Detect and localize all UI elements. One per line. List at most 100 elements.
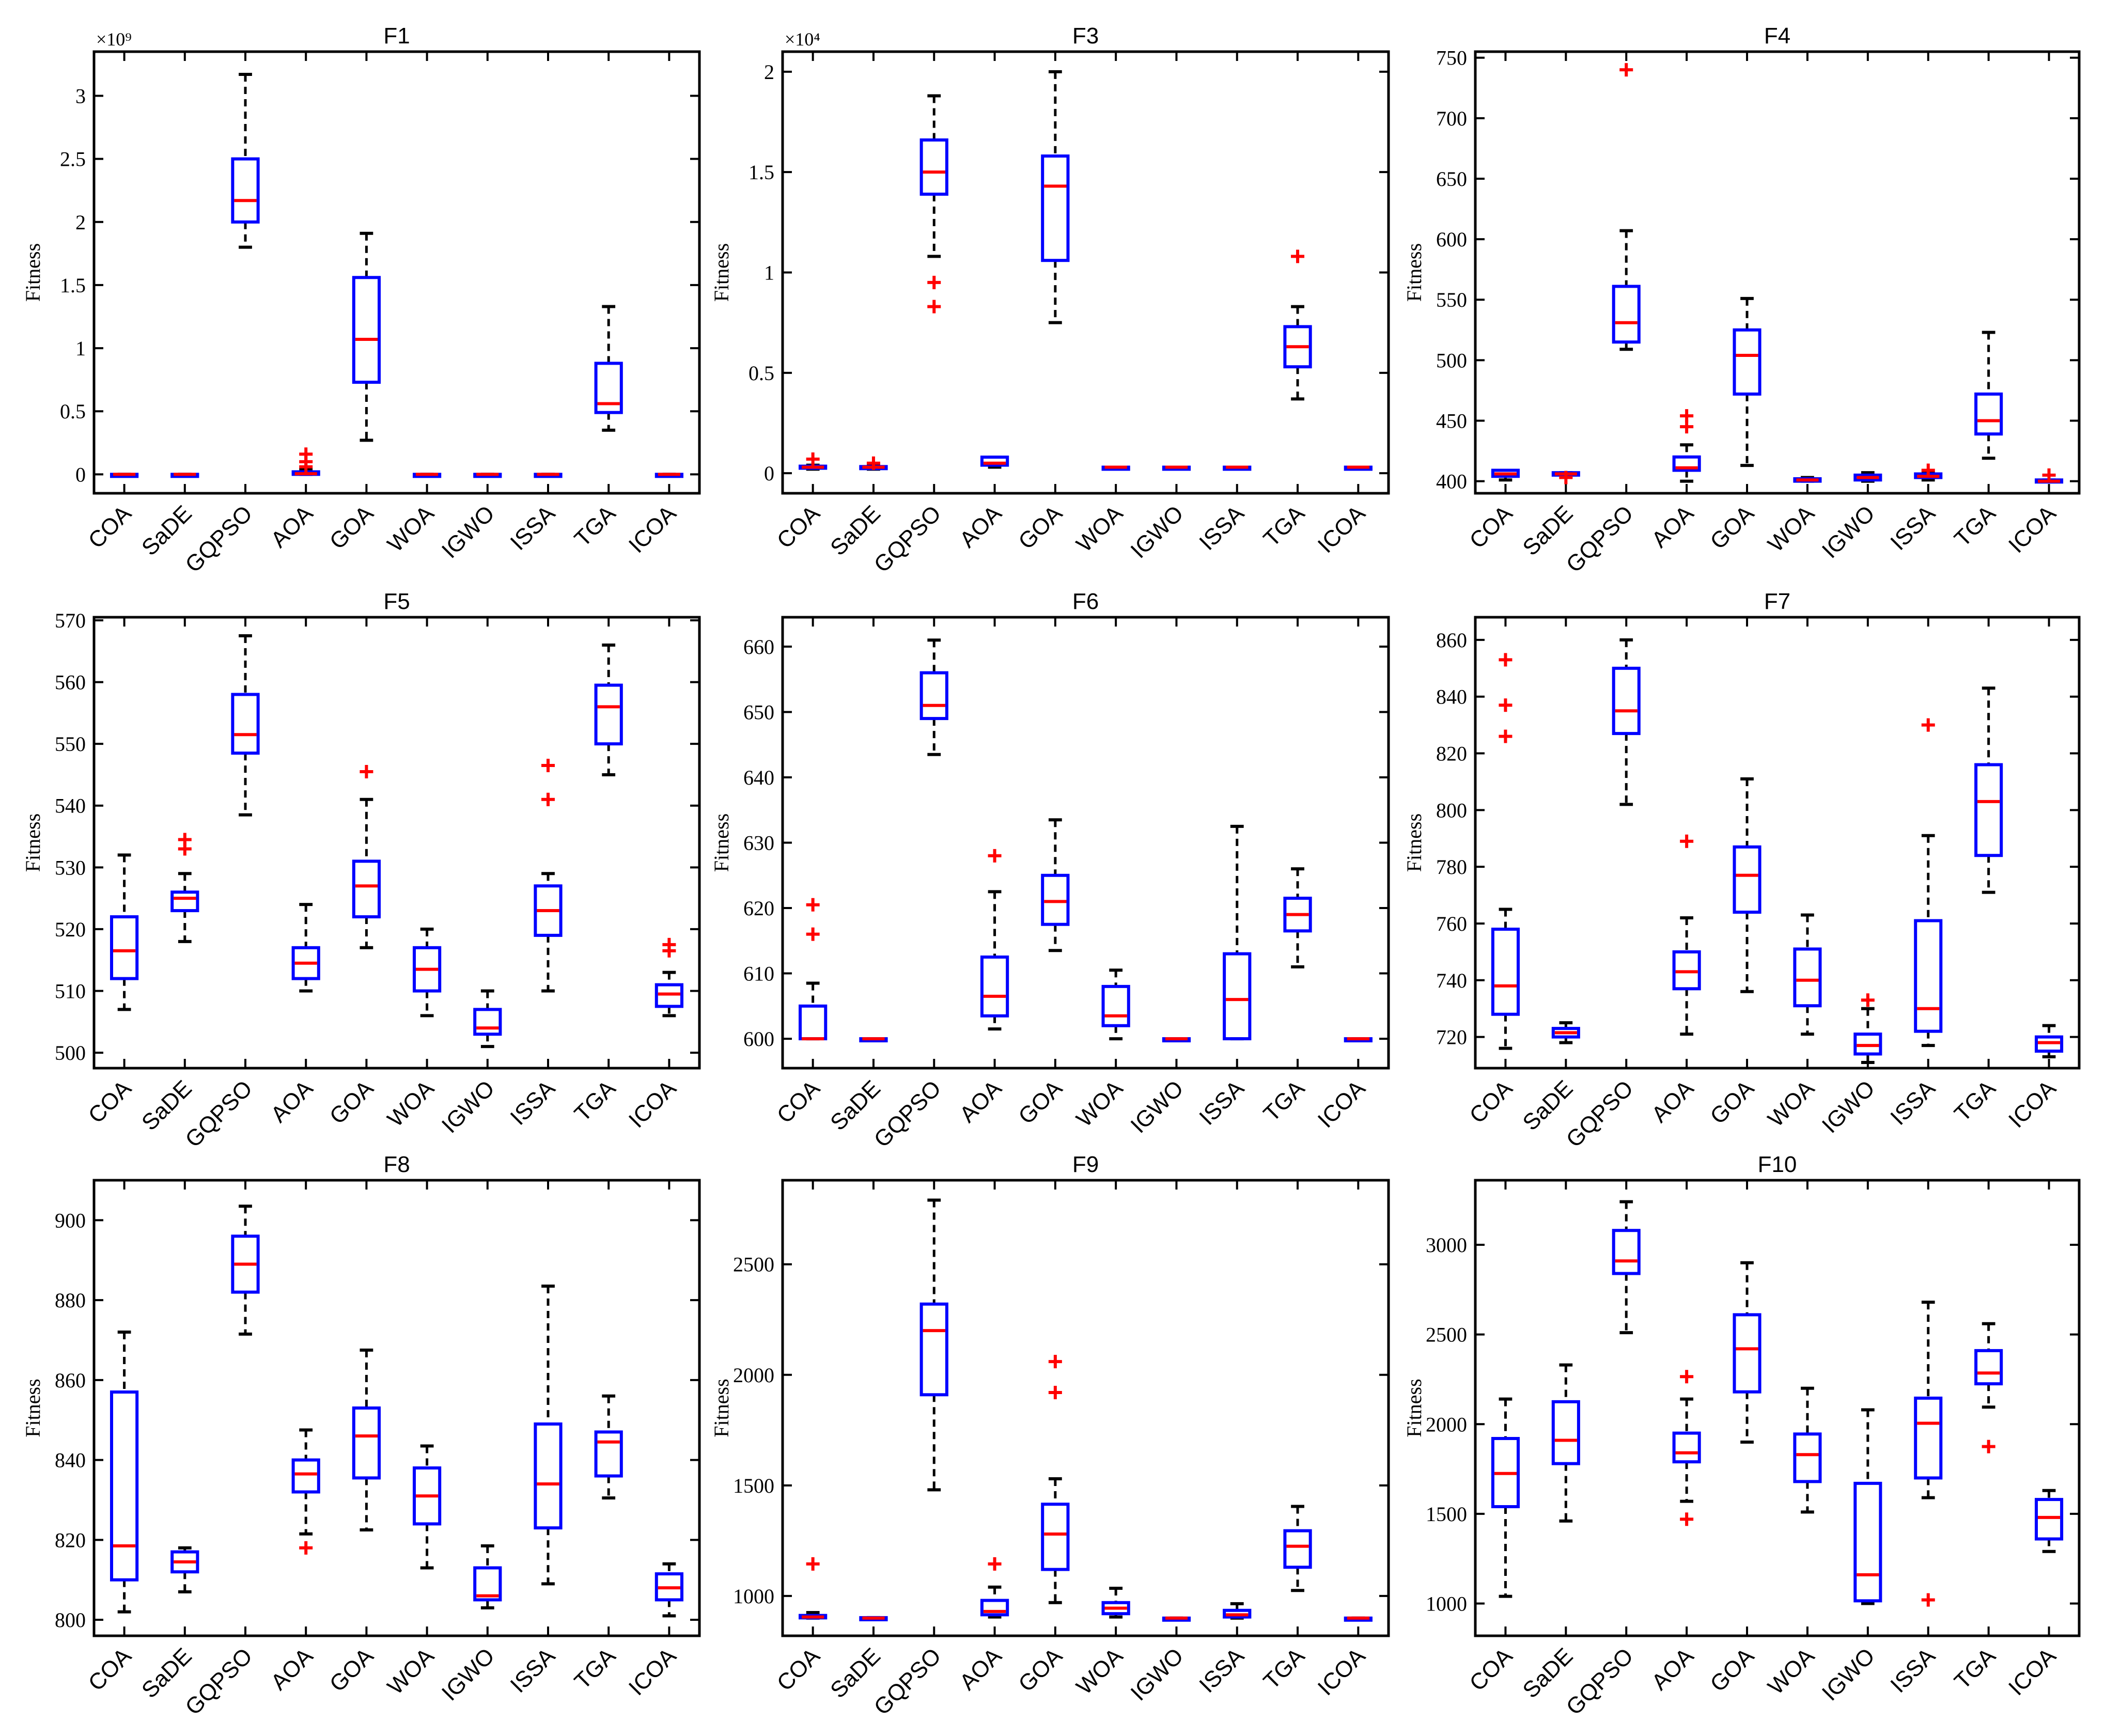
box-issa — [1223, 465, 1252, 471]
category-label: ICOA — [624, 501, 681, 558]
y-exponent-label: ×10⁴ — [785, 29, 820, 50]
category-label: AOA — [1647, 1643, 1699, 1695]
box-icoa — [654, 473, 684, 478]
category-label: ISSA — [1194, 501, 1249, 555]
iqr-box — [291, 1458, 320, 1494]
box-coa — [1491, 1397, 1520, 1598]
iqr-box — [170, 1550, 199, 1574]
iqr-box — [1223, 952, 1252, 1041]
y-axis-label: Fitness — [21, 814, 44, 872]
y-tick-label: 520 — [55, 918, 86, 941]
iqr-box — [1733, 328, 1761, 396]
category-label: WOA — [383, 1075, 439, 1132]
box-gqpso — [231, 634, 260, 817]
category-label: COA — [1464, 501, 1518, 554]
outlier-marker — [541, 792, 555, 806]
category-label: TGA — [570, 1075, 621, 1127]
panel-title: F1 — [383, 23, 410, 49]
outlier-marker — [1048, 1355, 1062, 1369]
category-label: SaDE — [137, 501, 197, 560]
box-woa — [412, 473, 442, 478]
category-label: ISSA — [1885, 1075, 1940, 1130]
box-tga — [1974, 686, 2003, 894]
iqr-box — [291, 946, 320, 980]
outlier-marker — [1921, 1593, 1935, 1607]
iqr-box — [799, 1004, 828, 1041]
outlier-marker — [299, 1541, 313, 1555]
box-goa — [352, 764, 381, 949]
y-tick-label: 0 — [75, 463, 86, 486]
category-label: COA — [84, 501, 137, 554]
panel-title: F7 — [1764, 589, 1790, 614]
category-label: AOA — [266, 501, 318, 553]
outlier-marker — [1619, 63, 1633, 77]
category-label: WOA — [383, 1643, 439, 1699]
y-tick-label: 2000 — [733, 1364, 774, 1387]
y-tick-label: 820 — [55, 1528, 86, 1552]
category-label: SaDE — [825, 1075, 885, 1135]
category-label: TGA — [1950, 501, 2001, 552]
iqr-box — [231, 157, 260, 224]
iqr-box — [1733, 845, 1761, 914]
box-issa — [1223, 824, 1252, 1041]
category-label: GOA — [325, 1075, 379, 1129]
category-label: GOA — [1013, 1075, 1067, 1129]
category-label: TGA — [1259, 1643, 1310, 1694]
y-tick-label: 720 — [1436, 1026, 1467, 1049]
iqr-box — [473, 1008, 502, 1036]
y-tick-label: 3000 — [1426, 1233, 1467, 1257]
y-axis-label: Fitness — [1402, 1379, 1426, 1437]
y-tick-label: 2 — [75, 211, 86, 234]
box-gqpso — [231, 1205, 260, 1336]
iqr-box — [1041, 873, 1070, 926]
y-tick-label: 0.5 — [60, 400, 86, 423]
box-icoa — [2035, 1024, 2064, 1059]
box-coa — [799, 452, 828, 471]
box-aoa — [980, 1557, 1009, 1619]
iqr-box — [980, 456, 1009, 467]
box-igwo — [473, 989, 502, 1049]
y-tick-label: 0 — [764, 462, 774, 485]
outlier-marker — [1680, 1512, 1694, 1526]
plot-frame — [781, 50, 1390, 495]
category-label: GOA — [1705, 1643, 1759, 1697]
outlier-marker — [1048, 1386, 1062, 1400]
box-tga — [594, 1394, 623, 1500]
category-label: ISSA — [506, 1643, 560, 1698]
outlier-marker — [662, 937, 676, 951]
y-tick-label: 840 — [55, 1449, 86, 1472]
box-goa — [1041, 818, 1070, 952]
panel-title: F4 — [1764, 23, 1790, 49]
box-woa — [1101, 465, 1130, 471]
outlier-marker — [1559, 471, 1573, 484]
outlier-marker — [806, 898, 820, 912]
category-label: TGA — [570, 501, 621, 552]
y-tick-label: 860 — [1436, 629, 1467, 652]
y-tick-label: 800 — [55, 1608, 86, 1632]
panel-title: F9 — [1072, 1152, 1099, 1177]
box-icoa — [1344, 1037, 1373, 1043]
category-label: ICOA — [2004, 1075, 2061, 1133]
box-coa — [1491, 653, 1520, 1050]
y-tick-label: 800 — [1436, 799, 1467, 822]
box-tga — [594, 643, 623, 776]
outlier-marker — [1861, 993, 1875, 1007]
y-tick-label: 860 — [55, 1369, 86, 1392]
y-tick-label: 650 — [1436, 167, 1467, 191]
outlier-marker — [806, 1557, 820, 1571]
box-sade — [1551, 1021, 1580, 1044]
box-sade — [859, 1037, 888, 1043]
box-goa — [1041, 70, 1070, 324]
category-label: IGWO — [1817, 1643, 1880, 1706]
outlier-marker — [1921, 463, 1935, 477]
category-label: GQPSO — [869, 1643, 946, 1720]
iqr-box — [1853, 473, 1882, 482]
outlier-marker — [927, 300, 941, 314]
box-aoa — [1672, 834, 1701, 1036]
category-label: ICOA — [624, 1643, 681, 1700]
y-tick-label: 540 — [55, 794, 86, 818]
